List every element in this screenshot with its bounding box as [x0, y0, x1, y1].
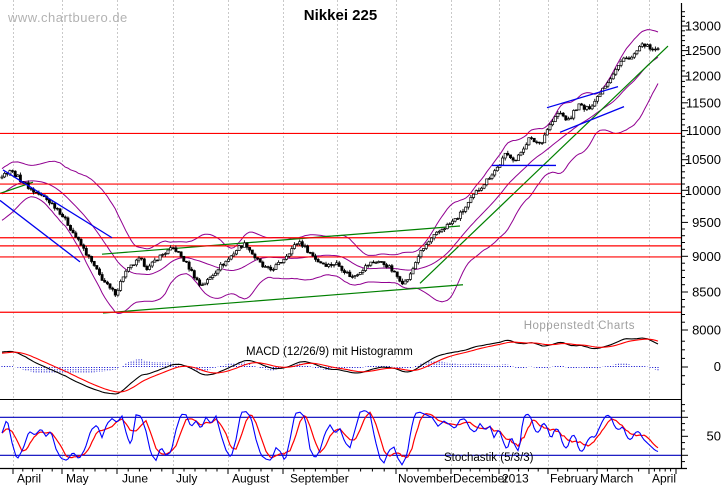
y-axis-label: 10500 [685, 152, 721, 167]
stoch-k-line [1, 410, 659, 466]
x-axis-month-label: April [17, 472, 41, 486]
x-axis-month-label: May [66, 472, 89, 486]
green-trendline [101, 225, 461, 255]
x-axis-month-label: April [652, 472, 676, 486]
watermark: www.chartbuero.de [8, 10, 128, 25]
y-axis-label: 8000 [692, 323, 721, 338]
macd-panel-label: MACD (12/26/9) mit Histogramm [246, 346, 413, 358]
x-axis-month-label: July [176, 472, 197, 486]
macd-signal-line [1, 338, 659, 393]
x-axis-month-label: December [453, 472, 508, 486]
macd-line [1, 337, 659, 395]
x-axis-month-label: March [600, 472, 633, 486]
macd-zero-label: 0 [714, 359, 721, 374]
chart-title: Nikkei 225 [303, 7, 378, 24]
x-axis-month-label: 2013 [502, 472, 529, 486]
stoch-mid-label: 50 [707, 428, 721, 443]
blue-trendline [546, 86, 619, 109]
blue-trendline [2, 169, 113, 239]
stoch-panel-label: Stochastik (5/3/3) [444, 452, 534, 464]
y-axis-label: 10000 [685, 183, 721, 198]
y-axis-label: 11500 [686, 95, 721, 110]
y-axis-label: 11000 [686, 123, 721, 138]
x-axis-month-label: June [122, 472, 148, 486]
y-axis-label: 13000 [685, 19, 721, 34]
blue-trendline [0, 199, 81, 263]
axis-ticks [12, 11, 688, 474]
x-axis-month-label: September [290, 472, 349, 486]
y-axis-label: 8500 [692, 285, 721, 300]
blue-trendline [559, 105, 625, 133]
candlesticks [0, 42, 660, 297]
bollinger-upper-band [1, 29, 659, 256]
x-axis-month-label: February [550, 472, 598, 486]
bollinger-lower-band [1, 83, 659, 315]
green-trendline [419, 45, 669, 284]
x-axis-month-label: November [398, 472, 453, 486]
green-trendline [102, 284, 464, 314]
y-axis-label: 9000 [692, 249, 721, 264]
stoch-d-line [1, 411, 659, 459]
y-axis-label: 12500 [685, 43, 721, 58]
x-axis-month-label: August [232, 472, 270, 486]
y-axis-label: 12000 [685, 69, 721, 84]
bollinger-middle-band [1, 56, 659, 276]
y-axis-label: 9500 [692, 215, 721, 230]
brand-label: Hoppenstedt Charts [523, 320, 635, 332]
